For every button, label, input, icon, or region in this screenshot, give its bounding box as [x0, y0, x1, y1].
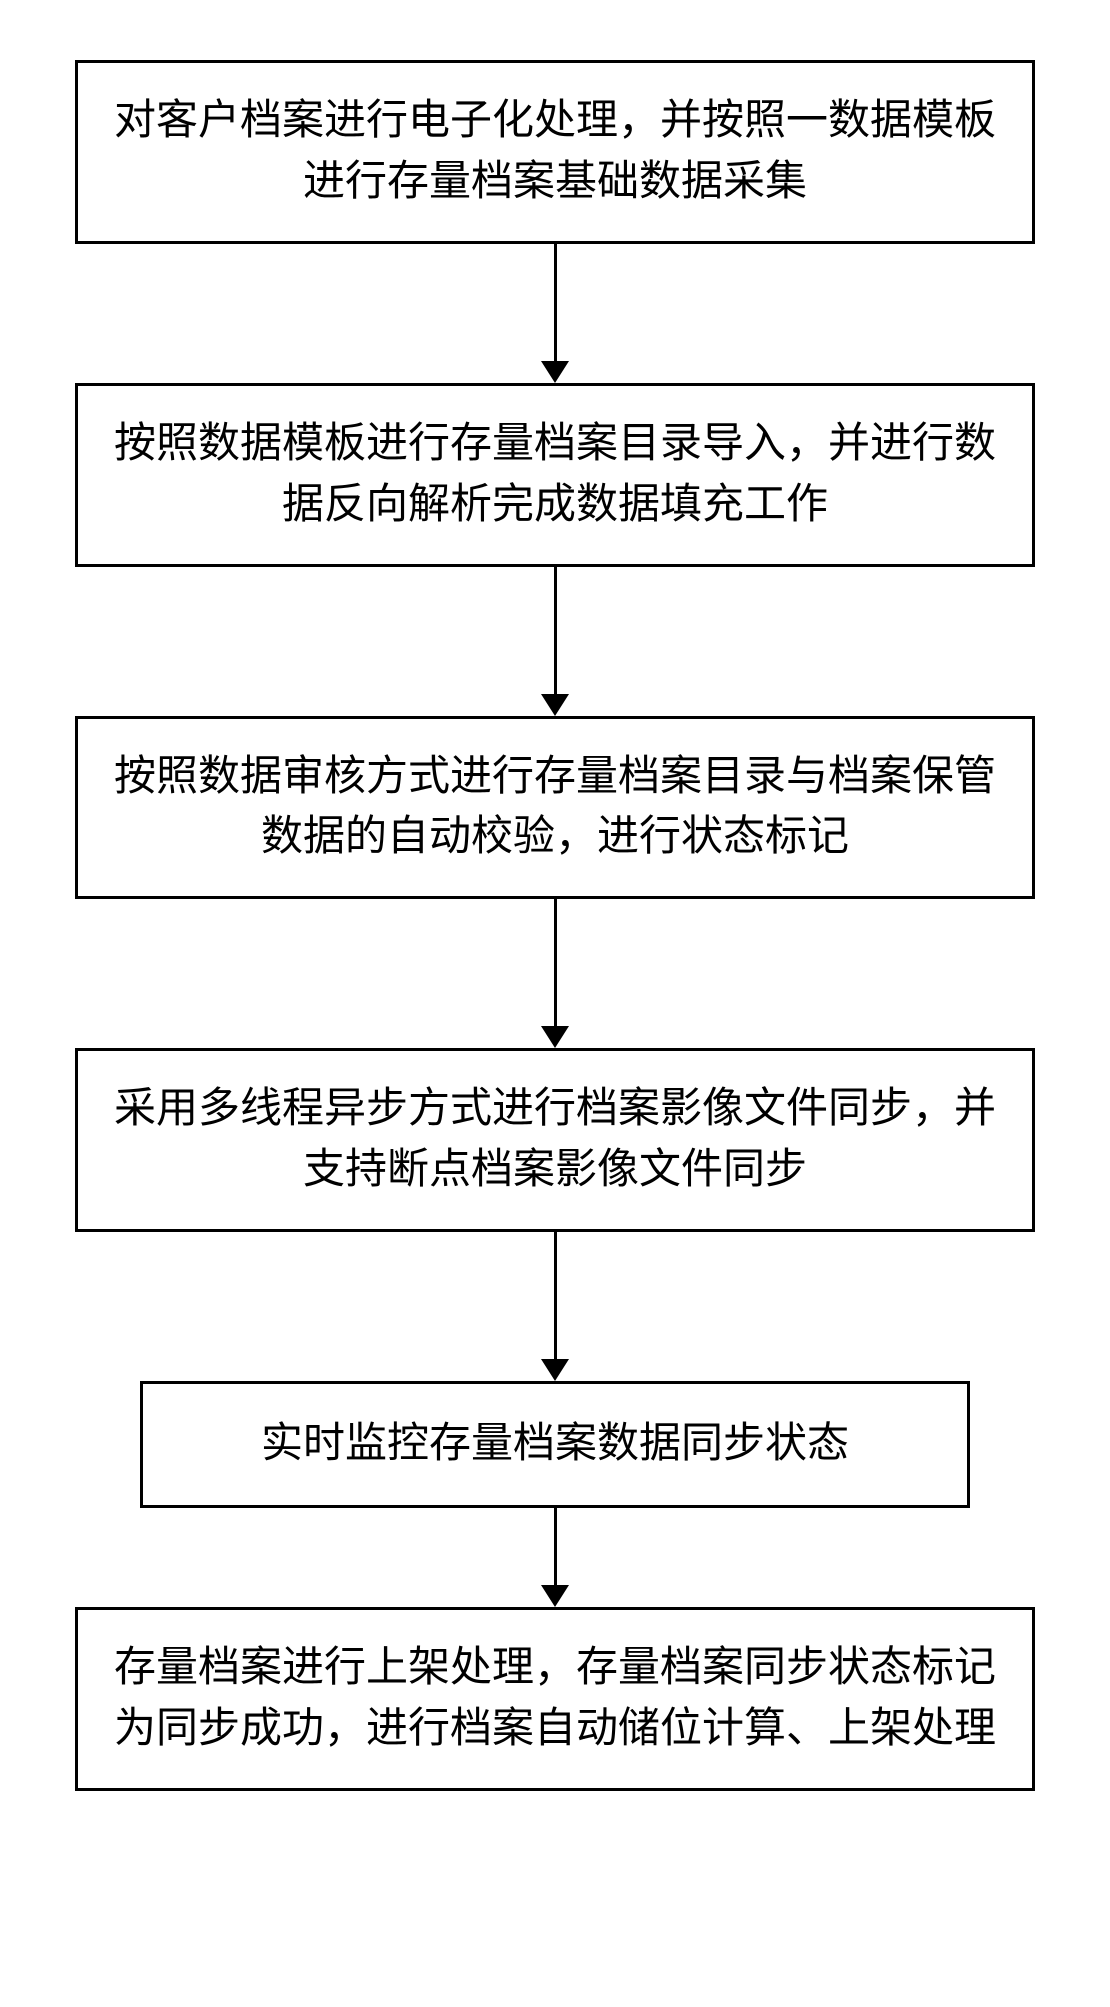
arrow-head-icon: [541, 694, 569, 716]
arrow-line: [554, 899, 557, 1027]
arrow-line: [554, 1508, 557, 1586]
arrow-line: [554, 567, 557, 695]
flowchart-step-5: 实时监控存量档案数据同步状态: [140, 1381, 970, 1508]
flowchart-step-6: 存量档案进行上架处理，存量档案同步状态标记为同步成功，进行档案自动储位计算、上架…: [75, 1607, 1035, 1791]
flowchart-arrow: [541, 899, 569, 1048]
flowchart-step-3: 按照数据审核方式进行存量档案目录与档案保管数据的自动校验，进行状态标记: [75, 716, 1035, 900]
arrow-line: [554, 1232, 557, 1360]
flowchart-container: 对客户档案进行电子化处理，并按照一数据模板进行存量档案基础数据采集按照数据模板进…: [75, 60, 1035, 1791]
step-text: 实时监控存量档案数据同步状态: [261, 1414, 849, 1475]
flowchart-step-1: 对客户档案进行电子化处理，并按照一数据模板进行存量档案基础数据采集: [75, 60, 1035, 244]
arrow-head-icon: [541, 1026, 569, 1048]
flowchart-arrow: [541, 567, 569, 716]
flowchart-arrow: [541, 1508, 569, 1607]
step-text: 按照数据审核方式进行存量档案目录与档案保管数据的自动校验，进行状态标记: [108, 747, 1002, 869]
step-text: 对客户档案进行电子化处理，并按照一数据模板进行存量档案基础数据采集: [108, 91, 1002, 213]
arrow-head-icon: [541, 1359, 569, 1381]
flowchart-arrow: [541, 1232, 569, 1381]
step-text: 采用多线程异步方式进行档案影像文件同步，并支持断点档案影像文件同步: [108, 1079, 1002, 1201]
flowchart-step-2: 按照数据模板进行存量档案目录导入，并进行数据反向解析完成数据填充工作: [75, 383, 1035, 567]
flowchart-arrow: [541, 244, 569, 383]
step-text: 存量档案进行上架处理，存量档案同步状态标记为同步成功，进行档案自动储位计算、上架…: [108, 1638, 1002, 1760]
arrow-line: [554, 244, 557, 362]
arrow-head-icon: [541, 1585, 569, 1607]
step-text: 按照数据模板进行存量档案目录导入，并进行数据反向解析完成数据填充工作: [108, 414, 1002, 536]
arrow-head-icon: [541, 361, 569, 383]
flowchart-step-4: 采用多线程异步方式进行档案影像文件同步，并支持断点档案影像文件同步: [75, 1048, 1035, 1232]
